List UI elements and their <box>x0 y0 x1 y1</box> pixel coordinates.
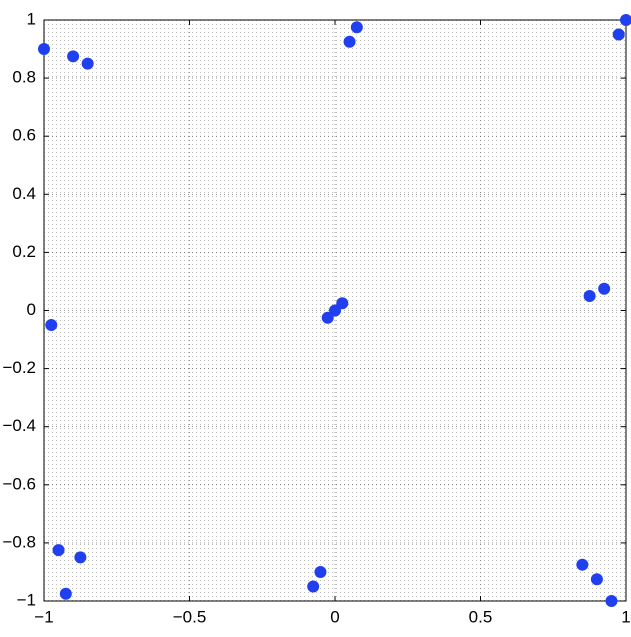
y-tick-label: −0.6 <box>2 474 36 493</box>
point <box>314 565 327 578</box>
point <box>620 14 631 26</box>
point <box>321 311 334 324</box>
y-tick-label: −1 <box>17 590 36 609</box>
point <box>343 35 356 48</box>
point <box>590 573 603 586</box>
point <box>598 282 611 295</box>
x-tick-label: 0 <box>330 607 339 626</box>
point <box>59 587 72 600</box>
x-tick-label: −1 <box>34 607 53 626</box>
point <box>307 580 320 593</box>
y-tick-label: 1 <box>27 9 36 28</box>
y-tick-label: 0 <box>27 300 36 319</box>
point <box>612 28 625 41</box>
point <box>52 544 65 557</box>
point <box>74 551 87 564</box>
y-tick-label: −0.2 <box>2 358 36 377</box>
point <box>67 50 80 63</box>
point <box>329 304 341 317</box>
y-tick-label: 0.4 <box>12 184 36 203</box>
point <box>605 595 618 607</box>
y-tick-label: 0.2 <box>12 242 36 261</box>
point <box>350 21 363 34</box>
x-tick-label: 0.5 <box>469 607 493 626</box>
y-tick-label: −0.4 <box>2 416 36 435</box>
point <box>81 57 94 70</box>
y-tick-label: 0.6 <box>12 126 36 145</box>
point <box>336 297 349 310</box>
y-tick-label: −0.8 <box>2 532 36 551</box>
x-tick-label: 1 <box>621 607 630 626</box>
point <box>576 558 589 571</box>
plot-frame <box>43 19 627 602</box>
x-tick-label: −0.5 <box>173 607 207 626</box>
point <box>45 319 58 332</box>
point <box>583 289 596 302</box>
point <box>38 43 50 56</box>
y-tick-label: 0.8 <box>12 68 36 87</box>
